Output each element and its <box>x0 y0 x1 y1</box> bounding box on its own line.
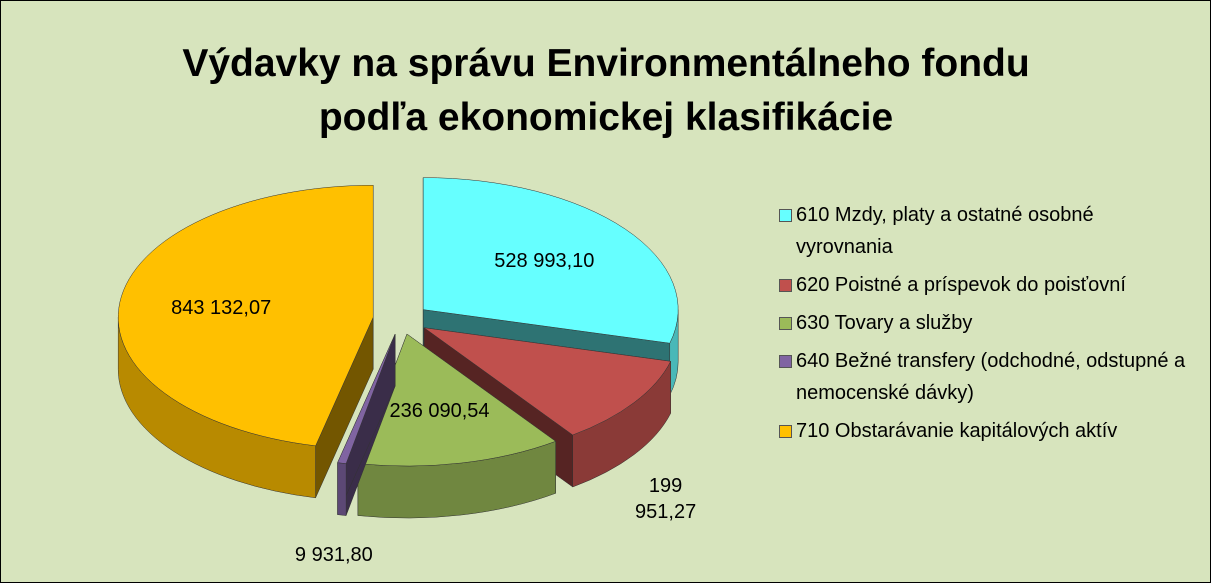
data-label: 843 132,07 <box>171 297 272 320</box>
legend-label: 710 Obstarávanie kapitálových aktív <box>796 420 1118 442</box>
legend-item: 710 Obstarávanie kapitálových aktív <box>779 415 1189 447</box>
data-label: 236 090,54 <box>389 400 490 423</box>
slice <box>357 333 557 467</box>
legend-swatch <box>779 355 792 368</box>
legend: 610 Mzdy, platy a ostatné osobné vyrovna… <box>779 199 1189 453</box>
data-label: 9 931,80 <box>294 543 373 566</box>
legend-item: 620 Poistné a príspevok do poisťovní <box>779 269 1189 301</box>
slice <box>423 327 672 436</box>
legend-swatch <box>779 317 792 330</box>
slice <box>337 333 396 464</box>
legend-item: 640 Bežné transfery (odchodné, odstupné … <box>779 345 1189 409</box>
chart-title: Výdavky na správu Environmentálneho fond… <box>182 42 1030 139</box>
data-label: 199 951,27 <box>635 474 697 523</box>
legend-swatch <box>779 209 792 222</box>
slice <box>422 177 679 344</box>
legend-label: 640 Bežné transfery (odchodné, odstupné … <box>796 350 1186 404</box>
legend-label: 630 Tovary a služby <box>796 312 973 334</box>
data-label: 528 993,10 <box>494 250 595 273</box>
legend-label: 610 Mzdy, platy a ostatné osobné vyrovna… <box>796 204 1094 258</box>
legend-item: 630 Tovary a služby <box>779 307 1189 339</box>
legend-swatch <box>779 279 792 292</box>
slice-wall <box>337 462 347 516</box>
slice <box>117 184 374 447</box>
legend-item: 610 Mzdy, platy a ostatné osobné vyrovna… <box>779 199 1189 263</box>
legend-label: 620 Poistné a príspevok do poisťovní <box>796 274 1126 296</box>
legend-swatch <box>779 425 792 438</box>
